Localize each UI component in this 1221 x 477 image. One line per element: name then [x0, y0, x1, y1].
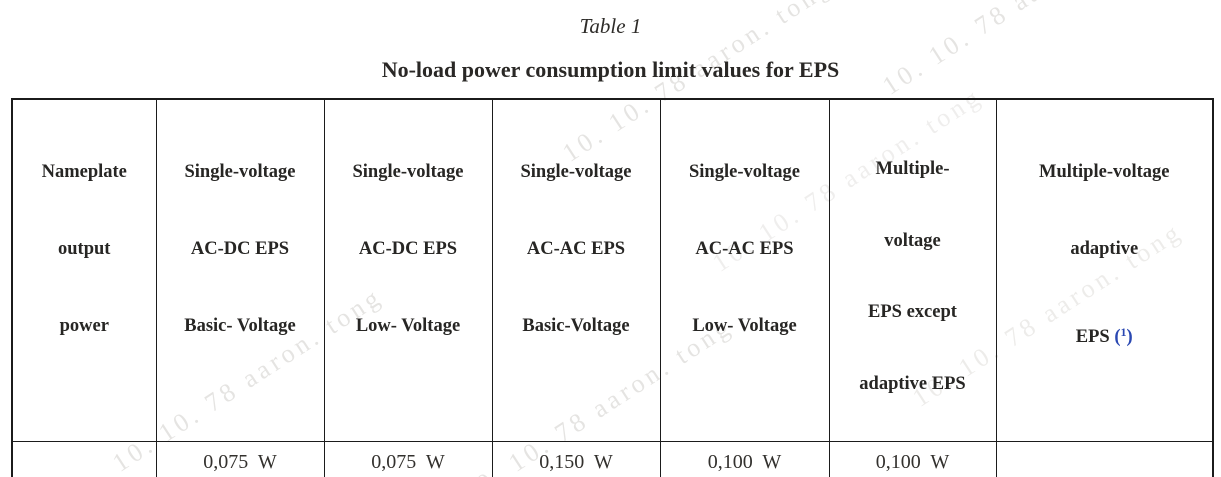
- header-line: power: [59, 316, 109, 336]
- header-multiple-voltage-except-adaptive: Multiple- voltage EPS except adaptive EP…: [828, 98, 997, 442]
- header-nameplate-output-power: Nameplate output power: [11, 98, 157, 442]
- header-line: Multiple-: [875, 159, 950, 179]
- footnote-number: 1: [1120, 325, 1127, 339]
- header-line: Low- Voltage: [692, 316, 797, 336]
- header-single-voltage-acdc-low: Single-voltage AC-DC EPS Low- Voltage: [323, 98, 493, 442]
- row-label-pout-le-49: Pout ≦ 49 W: [11, 441, 157, 477]
- header-line: AC-DC EPS: [190, 239, 290, 259]
- footnote-ref-1[interactable]: (1): [1114, 325, 1133, 347]
- table-row: Pout ≦ 49 W 0,075 W 0,075 W 0,150 W 0,10…: [11, 441, 1214, 477]
- header-row: Nameplate output power Single-voltage AC…: [11, 98, 1214, 442]
- value-cell: 0,150 W: [491, 441, 661, 477]
- header-line: EPS except: [868, 302, 957, 322]
- header-line: Low- Voltage: [355, 316, 461, 336]
- header-line: adaptive: [1070, 239, 1139, 259]
- header-line: Single-voltage: [520, 162, 632, 182]
- header-line: voltage: [884, 230, 941, 251]
- header-line: Single-voltage: [184, 162, 296, 182]
- table-caption: Table 1: [579, 14, 642, 38]
- header-line: Single-voltage: [689, 162, 800, 182]
- header-line: Basic- Voltage: [184, 316, 296, 336]
- header-multiple-voltage-adaptive: Multiple-voltage adaptive EPS (1): [995, 98, 1214, 442]
- value-cell: 0,100 W: [828, 441, 997, 477]
- value-cell: 0,100 W: [659, 441, 830, 477]
- header-line: EPS (1): [997, 315, 1213, 355]
- formula-cell: 0,075 W + (N-1 ) × 0,025 W: [995, 441, 1214, 477]
- header-line: AC-AC EPS: [526, 239, 626, 259]
- value-cell: 0,075 W: [323, 441, 493, 477]
- header-line: AC-DC EPS: [358, 239, 458, 259]
- header-single-voltage-acac-low: Single-voltage AC-AC EPS Low- Voltage: [659, 98, 830, 442]
- header-single-voltage-acac-basic: Single-voltage AC-AC EPS Basic-Voltage: [491, 98, 661, 442]
- page-title: No-load power consumption limit values f…: [381, 57, 840, 82]
- header-line: adaptive EPS: [859, 373, 966, 394]
- eps-label: EPS: [1075, 327, 1115, 347]
- header-line: Multiple-voltage: [1038, 162, 1170, 182]
- eps-limits-table: Nameplate output power Single-voltage AC…: [11, 98, 1214, 477]
- header-line: output: [58, 239, 111, 259]
- header-line: Single-voltage: [352, 162, 464, 182]
- header-line: AC-AC EPS: [695, 239, 794, 259]
- header-single-voltage-acdc-basic: Single-voltage AC-DC EPS Basic- Voltage: [155, 98, 325, 442]
- header-line: Nameplate: [41, 162, 127, 182]
- footnote-paren: ): [1126, 327, 1133, 347]
- value-cell: 0,075 W: [155, 441, 325, 477]
- footnote-paren: (: [1114, 327, 1121, 347]
- header-line: Basic-Voltage: [522, 316, 630, 336]
